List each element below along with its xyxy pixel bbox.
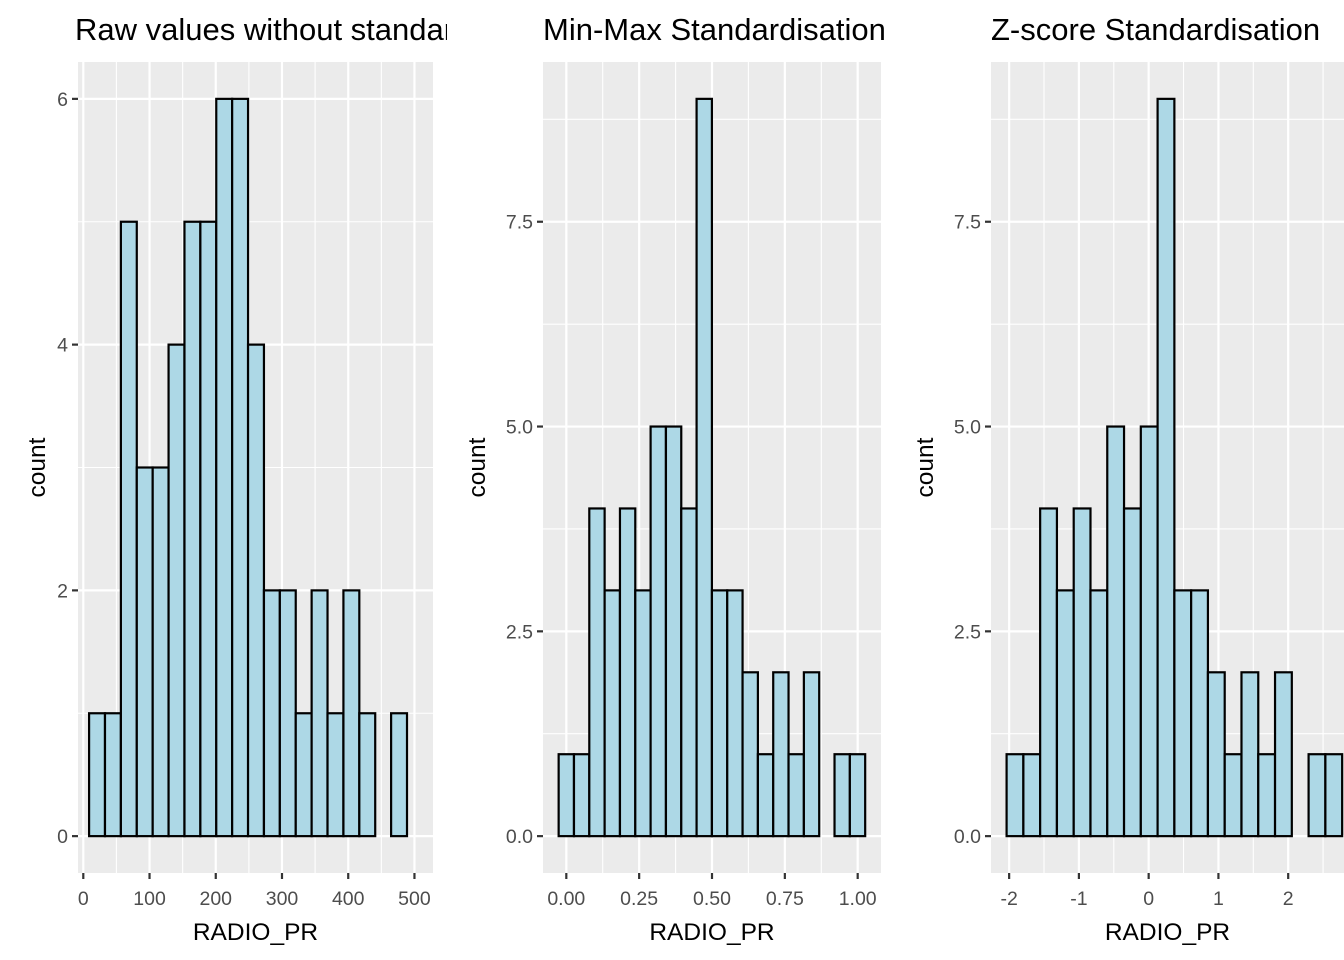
histogram-bar bbox=[183, 220, 202, 838]
histogram-bar bbox=[294, 712, 313, 838]
y-axis-title: count bbox=[464, 437, 491, 497]
histogram-bar bbox=[1089, 589, 1109, 838]
histogram-bar bbox=[695, 97, 714, 838]
histogram-bar bbox=[167, 343, 186, 838]
histogram-bar bbox=[1156, 97, 1176, 838]
x-axis-title: RADIO_PR bbox=[649, 919, 774, 946]
histogram-bar bbox=[603, 589, 622, 838]
histogram-bar bbox=[215, 97, 234, 838]
x-tick-label: 0.50 bbox=[693, 888, 731, 910]
histogram-bar bbox=[1190, 589, 1210, 838]
histogram-bar bbox=[1106, 425, 1126, 838]
histogram-bar bbox=[772, 671, 790, 838]
y-axis-title: count bbox=[24, 437, 51, 497]
histogram-bar bbox=[342, 589, 361, 838]
histogram-bar bbox=[572, 753, 591, 838]
histogram-bar bbox=[119, 220, 138, 838]
y-tick-label: 2 bbox=[57, 580, 68, 602]
histogram-bar bbox=[135, 466, 154, 838]
histogram-bar bbox=[588, 507, 606, 838]
x-tick-label: 2 bbox=[1283, 888, 1294, 910]
x-tick-label: 1.00 bbox=[839, 888, 877, 910]
y-tick-label: 7.5 bbox=[506, 212, 533, 234]
x-tick-label: 1 bbox=[1213, 888, 1224, 910]
histogram-bar bbox=[1273, 671, 1293, 838]
histogram-bar bbox=[710, 589, 729, 838]
histogram-bar bbox=[151, 466, 170, 838]
histogram-bar bbox=[1307, 753, 1327, 838]
x-tick-label: 200 bbox=[199, 888, 232, 910]
histogram-bar bbox=[634, 589, 652, 838]
histogram-bar bbox=[1324, 753, 1344, 838]
x-tick-label: 400 bbox=[332, 888, 365, 910]
x-tick-label: -1 bbox=[1070, 888, 1087, 910]
histogram-bar bbox=[1257, 753, 1277, 838]
histogram-bar bbox=[664, 425, 683, 838]
x-tick-label: 0.00 bbox=[547, 888, 585, 910]
y-tick-label: 7.5 bbox=[954, 212, 981, 234]
y-tick-label: 0.0 bbox=[506, 826, 533, 848]
z-score-histogram-panel: 0.0 2.5 5.0 7.5 -2 -1 0 1 2 RADIO_PR count Z-score … bbox=[912, 12, 1344, 946]
histogram-bar bbox=[557, 753, 576, 838]
histogram-bar bbox=[246, 343, 266, 838]
plot-title: Z-score Standardisation bbox=[991, 12, 1320, 47]
y-axis-title: count bbox=[912, 437, 939, 497]
histogram-bar bbox=[87, 712, 107, 838]
histogram-bar bbox=[1139, 425, 1159, 838]
histogram-bar bbox=[1055, 589, 1075, 838]
histogram-bar bbox=[1223, 753, 1243, 838]
histogram-bar bbox=[848, 753, 867, 838]
histogram-bar bbox=[1122, 507, 1142, 838]
histogram-bar bbox=[1005, 753, 1025, 838]
x-tick-label: 500 bbox=[398, 888, 431, 910]
histogram-bar bbox=[618, 507, 637, 838]
y-tick-label: 2.5 bbox=[954, 621, 981, 643]
histogram-bar bbox=[1240, 671, 1260, 838]
histogram-bar bbox=[787, 753, 805, 838]
histogram-bar bbox=[649, 425, 668, 838]
x-tick-label: 0.25 bbox=[620, 888, 658, 910]
histogram-bar bbox=[1072, 507, 1092, 838]
y-tick-label: 4 bbox=[57, 335, 68, 357]
y-tick-label: 5.0 bbox=[954, 417, 981, 439]
y-tick-label: 0.0 bbox=[954, 826, 981, 848]
y-tick-label: 2.5 bbox=[506, 621, 533, 643]
histogram-bar bbox=[741, 671, 759, 838]
x-tick-label: 0.75 bbox=[766, 888, 804, 910]
y-tick-label: 5.0 bbox=[506, 417, 533, 439]
histogram-bar bbox=[1022, 753, 1042, 838]
y-tick-label: 0 bbox=[57, 826, 68, 848]
histogram-bar bbox=[278, 589, 297, 838]
histogram-bar bbox=[680, 507, 698, 838]
min-max-histogram-panel: 0.0 2.5 5.0 7.5 0.00 0.25 0.50 0.75 1.00 RADIO_PR… bbox=[464, 12, 886, 946]
histogram-bar bbox=[358, 712, 377, 838]
raw-values-histogram-panel: 0 2 4 6 0 100 200 300 400 500 RADIO_PR count Raw val… bbox=[24, 12, 561, 946]
histogram-bar bbox=[1206, 671, 1226, 838]
x-tick-label: 100 bbox=[133, 888, 166, 910]
histogram-bar bbox=[756, 753, 775, 838]
y-tick-label: 6 bbox=[57, 89, 68, 111]
histogram-bar bbox=[390, 712, 409, 838]
x-axis-title: RADIO_PR bbox=[1105, 919, 1230, 946]
plot-title: Raw values without standardisation bbox=[75, 12, 561, 47]
histogram-bar bbox=[310, 589, 329, 838]
x-tick-label: -2 bbox=[1000, 888, 1017, 910]
x-tick-label: 300 bbox=[266, 888, 299, 910]
histogram-bar bbox=[1039, 507, 1059, 838]
plot-title: Min-Max Standardisation bbox=[543, 12, 886, 47]
histogram-bar bbox=[802, 671, 821, 838]
histogram-bar bbox=[103, 712, 122, 838]
histogram-bar bbox=[326, 712, 345, 838]
histogram-bar bbox=[726, 589, 744, 838]
histogram-bar bbox=[231, 97, 250, 838]
x-tick-label: 0 bbox=[1143, 888, 1154, 910]
histogram-bar bbox=[199, 220, 218, 838]
histogram-bar bbox=[833, 753, 851, 838]
x-tick-label: 0 bbox=[78, 888, 89, 910]
histogram-bar bbox=[1173, 589, 1193, 838]
x-axis-title: RADIO_PR bbox=[193, 919, 318, 946]
histogram-bar bbox=[262, 589, 281, 838]
